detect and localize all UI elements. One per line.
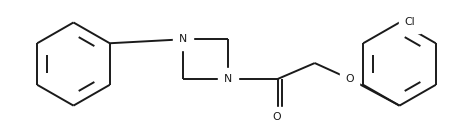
Text: O: O (272, 112, 281, 123)
Text: N: N (224, 74, 232, 84)
Text: N: N (179, 34, 187, 44)
Text: O: O (344, 74, 353, 84)
Text: Cl: Cl (403, 17, 414, 27)
